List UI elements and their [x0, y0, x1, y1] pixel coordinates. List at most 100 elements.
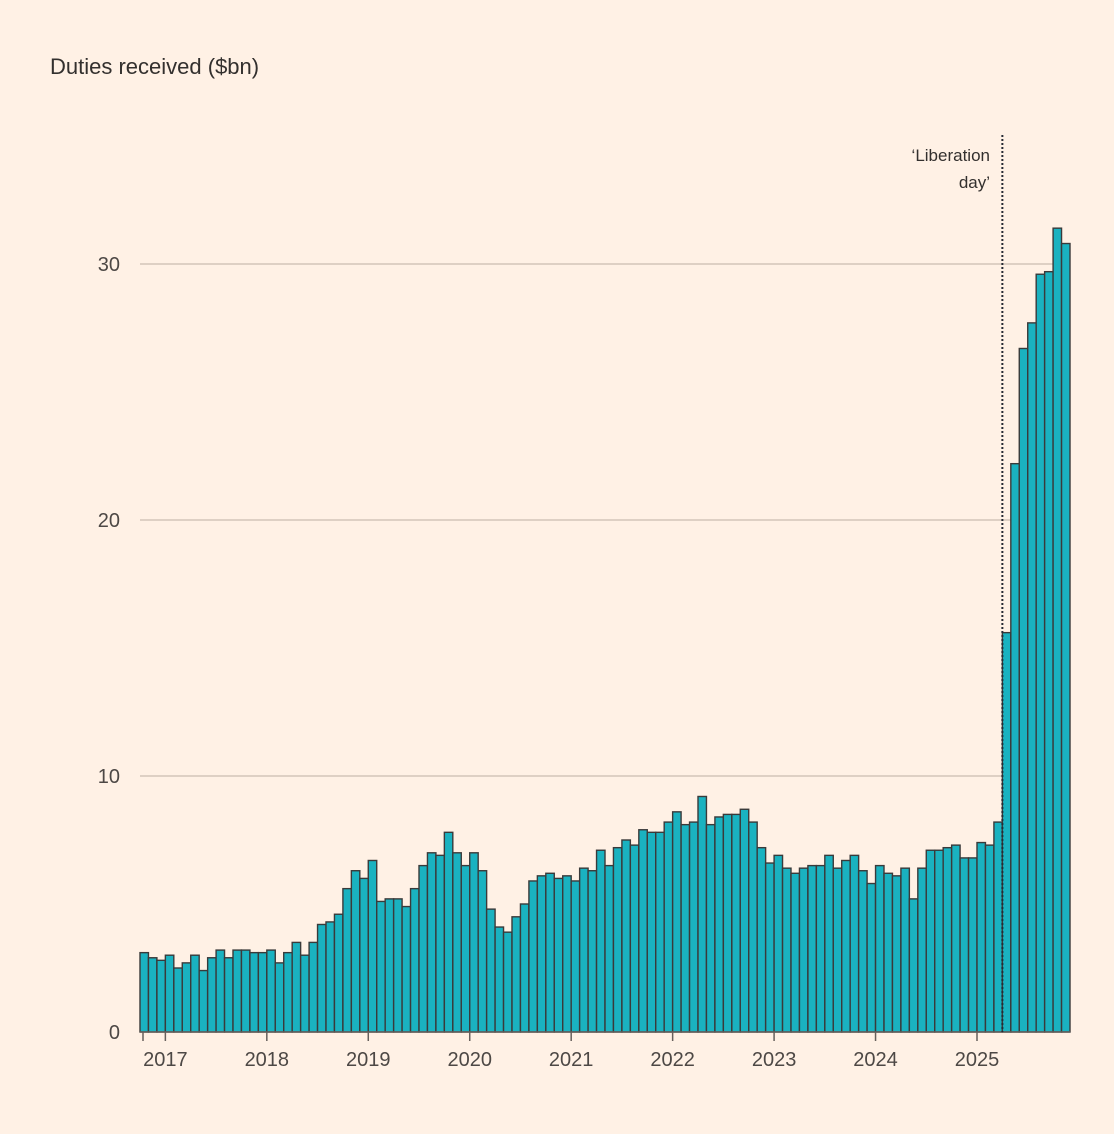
bar-51 [570, 880, 581, 1033]
bar-34 [426, 852, 437, 1033]
bar-24 [342, 887, 353, 1033]
bar-45 [519, 903, 530, 1033]
bar-102 [1001, 631, 1012, 1033]
bar-50 [562, 875, 572, 1033]
bar-100 [984, 844, 995, 1033]
bar-63 [671, 811, 682, 1033]
bar-13 [249, 951, 260, 1033]
liberation-day-annotation: ‘Liberation day’ [912, 135, 1004, 1032]
bar-93 [925, 849, 936, 1033]
bar-92 [917, 867, 927, 1033]
bar-18 [291, 941, 302, 1033]
bar-39 [469, 852, 479, 1033]
bar-107 [1043, 270, 1054, 1033]
bar-67 [705, 823, 716, 1033]
bar-68 [714, 816, 725, 1033]
bar-4 [173, 967, 183, 1033]
bar-42 [494, 926, 505, 1033]
grid-lines [140, 263, 1070, 777]
bar-64 [680, 823, 691, 1033]
bar-11 [232, 949, 243, 1033]
bar-52 [578, 867, 589, 1033]
bar-32 [409, 887, 420, 1033]
bar-43 [502, 931, 513, 1033]
bar-54 [595, 849, 606, 1033]
bars [139, 227, 1071, 1033]
bar-57 [621, 839, 632, 1033]
bar-90 [900, 867, 911, 1033]
bar-5 [181, 962, 192, 1033]
bar-76 [781, 867, 792, 1033]
bar-29 [384, 898, 395, 1033]
x-tick-label-2025: 2025 [955, 1049, 1000, 1071]
bar-77 [790, 872, 801, 1033]
bar-55 [604, 864, 615, 1033]
x-tick-label-2018: 2018 [245, 1049, 290, 1071]
bar-12 [240, 949, 251, 1033]
bar-109 [1060, 242, 1071, 1033]
y-tick-label-0: 0 [109, 1022, 120, 1044]
bar-53 [587, 870, 598, 1033]
bar-7 [198, 969, 209, 1033]
bar-94 [934, 849, 944, 1033]
bar-80 [815, 864, 826, 1033]
bar-10 [223, 957, 234, 1033]
bar-97 [959, 857, 970, 1033]
x-tick-label-2017: 2017 [143, 1049, 188, 1071]
bar-73 [756, 846, 767, 1033]
bar-96 [950, 844, 961, 1033]
x-tick-label-2022: 2022 [650, 1049, 695, 1071]
bar-28 [376, 900, 386, 1033]
annotation-label-line1: ‘Liberation [912, 146, 990, 165]
bar-61 [655, 831, 665, 1033]
bar-1 [147, 957, 158, 1033]
bar-59 [638, 829, 648, 1033]
x-tick-label-2023: 2023 [752, 1049, 797, 1071]
bar-86 [866, 882, 877, 1033]
bar-8 [206, 957, 217, 1033]
bar-27 [367, 859, 378, 1033]
bar-33 [418, 864, 429, 1033]
bar-65 [688, 821, 699, 1033]
bar-35 [435, 854, 446, 1033]
bar-56 [612, 846, 623, 1033]
bar-83 [841, 859, 851, 1033]
bar-19 [299, 954, 310, 1033]
bar-62 [663, 821, 674, 1033]
bar-88 [883, 872, 894, 1033]
x-tick-label-2020: 2020 [447, 1049, 492, 1071]
bar-87 [874, 864, 885, 1033]
bar-81 [824, 854, 834, 1033]
x-tick-label-2019: 2019 [346, 1049, 391, 1071]
bar-105 [1027, 322, 1037, 1033]
bar-108 [1052, 227, 1063, 1033]
bar-75 [773, 854, 784, 1033]
bar-103 [1010, 462, 1020, 1033]
annotation-label-line2: day’ [959, 173, 990, 192]
bar-25 [350, 870, 361, 1033]
bar-26 [359, 877, 369, 1033]
y-axis-ticks: 0 10 20 30 [98, 254, 120, 1044]
bar-89 [891, 875, 902, 1033]
bar-23 [333, 913, 344, 1033]
bar-36 [443, 831, 454, 1033]
bar-14 [257, 951, 268, 1033]
bar-69 [722, 813, 733, 1033]
bar-0 [139, 951, 150, 1033]
bar-70 [731, 813, 741, 1033]
bar-71 [739, 808, 750, 1033]
bar-17 [283, 951, 293, 1033]
bar-3 [164, 954, 175, 1033]
bar-40 [477, 870, 488, 1033]
y-tick-label-30: 30 [98, 254, 120, 276]
bar-91 [908, 898, 919, 1033]
bar-9 [215, 949, 226, 1033]
bar-16 [274, 962, 285, 1033]
y-tick-label-10: 10 [98, 766, 120, 788]
bar-72 [748, 821, 758, 1033]
bar-98 [967, 857, 978, 1033]
bar-85 [857, 870, 868, 1033]
bar-41 [485, 908, 496, 1033]
bar-101 [993, 821, 1004, 1033]
